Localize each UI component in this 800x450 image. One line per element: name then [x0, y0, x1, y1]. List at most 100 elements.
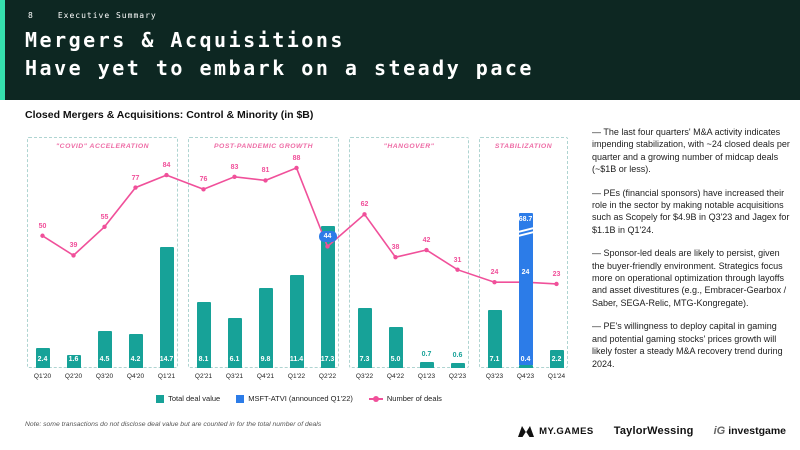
slide-title: Mergers & Acquisitions Have yet to embar…	[25, 26, 534, 82]
chart-section-label: STABILIZATION	[494, 143, 553, 150]
x-axis-label: Q1'23	[417, 373, 436, 380]
chart-section-box: "HANGOVER"	[349, 137, 469, 368]
axis-break-icon	[518, 229, 534, 236]
partner-logos: MY.GAMES TaylorWessing iG investgame	[518, 425, 786, 437]
bar-total-deal-value	[159, 247, 174, 368]
x-axis-label: Q2'22	[318, 373, 337, 380]
legend-item-number-of-deals: Number of deals	[368, 394, 442, 403]
deals-line	[40, 165, 559, 287]
x-axis-label: Q4'21	[256, 373, 275, 380]
x-axis-label: Q2'20	[64, 373, 83, 380]
mygames-logo-icon	[518, 425, 535, 437]
deals-label: 88	[292, 154, 301, 162]
x-axis-label: Q3'21	[225, 373, 244, 380]
insight-paragraph: — Sponsor-led deals are likely to persis…	[592, 248, 787, 308]
bar-value-label: 1.6	[68, 356, 79, 363]
bar-value-label: 0.4	[520, 356, 531, 363]
x-axis-label: Q1'22	[287, 373, 306, 380]
bar-value-label: 11.4	[289, 356, 304, 363]
x-axis-label: Q2'21	[194, 373, 213, 380]
mygames-logo-text: MY.GAMES	[539, 425, 594, 437]
bar-value-label: 4.2	[130, 356, 141, 363]
bar-total-deal-value	[97, 331, 112, 368]
x-axis-label: Q4'22	[386, 373, 405, 380]
bar-value-label: 8.1	[198, 356, 209, 363]
chart-section-label: "HANGOVER"	[383, 143, 435, 150]
investgame-logo: iG investgame	[714, 425, 786, 437]
legend-label: MSFT-ATVI (announced Q1'22)	[248, 394, 353, 403]
slide-title-line2: Have yet to embark on a steady pace	[25, 56, 534, 80]
line-swatch-icon	[368, 395, 383, 402]
bar-msft-atvi	[518, 212, 533, 365]
x-axis-label: Q4'20	[126, 373, 145, 380]
bar-value-label: 2.2	[551, 356, 562, 363]
bar-value-label: 7.3	[359, 356, 370, 363]
section-kicker: Executive Summary	[57, 11, 157, 20]
slide-title-line1: Mergers & Acquisitions	[25, 28, 345, 52]
blue-swatch-icon	[236, 394, 245, 403]
deals-label: 76	[199, 176, 208, 184]
deals-label: 50	[38, 222, 47, 230]
deals-label: 62	[360, 201, 369, 209]
insight-paragraph: — PEs (financial sponsors) have increase…	[592, 187, 790, 235]
deals-label-badge: 44	[318, 231, 337, 243]
chart-section-label: POST-PANDEMIC GROWTH	[214, 143, 313, 150]
bar-value-label: 6.1	[229, 356, 240, 363]
teal-swatch-icon	[156, 394, 165, 403]
bar-value-label: 0.7	[421, 351, 432, 359]
deals-label: 55	[100, 213, 109, 221]
bar-total-deal-value	[128, 333, 143, 368]
x-axis-label: Q4'23	[516, 373, 535, 380]
kicker-row: 8 Executive Summary	[28, 11, 157, 20]
bar-value-label: 0.6	[452, 352, 463, 360]
slide-header: 8 Executive Summary Mergers & Acquisitio…	[0, 0, 800, 100]
deals-label: 84	[162, 162, 171, 170]
deals-label: 42	[422, 237, 431, 245]
chart-title: Closed Mergers & Acquisitions: Control &…	[25, 109, 314, 121]
bar-value-label: 4.5	[99, 356, 110, 363]
x-axis-label: Q1'20	[33, 373, 52, 380]
bar-value-label: 5.0	[390, 356, 401, 363]
footnote: Note: some transactions do not disclose …	[25, 421, 322, 428]
bar-total-deal-value	[357, 308, 372, 368]
mygames-logo: MY.GAMES	[518, 425, 594, 437]
x-axis-label: Q3'20	[95, 373, 114, 380]
deals-label: 31	[453, 256, 462, 264]
bar-value-label: 9.8	[260, 356, 271, 363]
legend-item-msft-atvi: MSFT-ATVI (announced Q1'22)	[236, 394, 353, 403]
bar-total-deal-value	[450, 363, 465, 368]
ma-combo-chart: "COVID" ACCELERATION POST-PANDEMIC GROWTH…	[25, 133, 573, 383]
deals-label: 81	[261, 167, 270, 175]
taylorwessing-logo: TaylorWessing	[613, 425, 694, 437]
x-axis-label: Q1'24	[547, 373, 566, 380]
bar-total-deal-value	[258, 287, 273, 368]
chart-section-label: "COVID" ACCELERATION	[55, 143, 150, 150]
bar-value-label: 14.7	[159, 356, 174, 363]
bar-total-deal-value	[487, 309, 502, 368]
bar-total-deal-value	[227, 317, 242, 368]
deals-label: 77	[131, 174, 140, 182]
deals-label: 38	[391, 244, 400, 252]
deals-label: 24	[490, 269, 499, 277]
page-number: 8	[28, 11, 34, 20]
legend-label: Total deal value	[168, 394, 221, 403]
x-axis-label: Q2'23	[448, 373, 467, 380]
bar-total-deal-value	[388, 327, 403, 368]
x-axis-label: Q1'21	[157, 373, 176, 380]
chart-legend: Total deal value MSFT-ATVI (announced Q1…	[25, 394, 573, 403]
deals-label: 83	[230, 163, 239, 171]
bar-value-label: 68.7	[518, 215, 533, 223]
bar-total-deal-value	[419, 362, 434, 368]
bar-total-deal-value	[320, 226, 335, 368]
legend-item-total-deal-value: Total deal value	[156, 394, 220, 403]
bar-total-deal-value	[518, 364, 533, 368]
insights-panel: — The last four quarters' M&A activity i…	[592, 126, 792, 381]
x-axis-label: Q3'22	[355, 373, 374, 380]
bar-value-label: 2.4	[37, 356, 48, 363]
bar-value-label: 7.1	[489, 356, 500, 363]
bar-total-deal-value	[289, 274, 304, 368]
x-axis-label: Q3'23	[485, 373, 504, 380]
investgame-logo-text: investgame	[728, 425, 786, 437]
bar-total-deal-value	[549, 349, 564, 368]
